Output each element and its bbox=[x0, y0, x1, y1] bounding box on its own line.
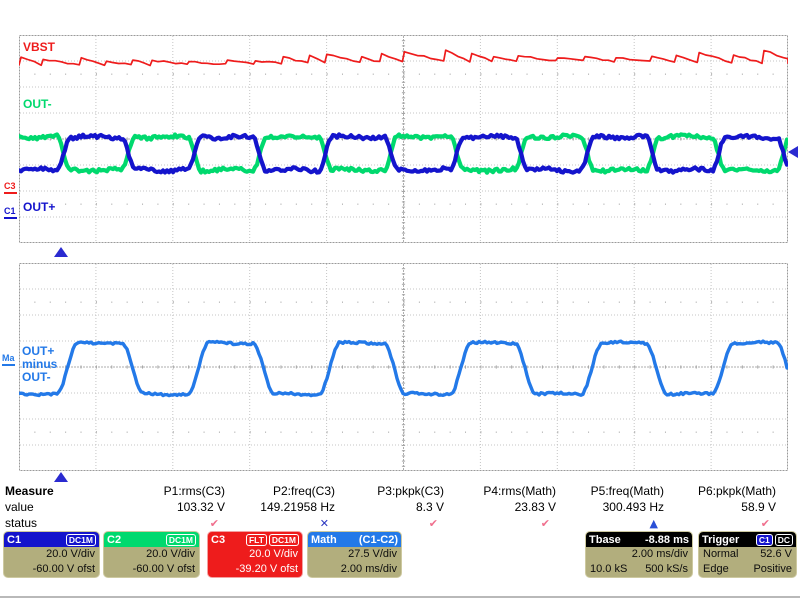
measure-p6-value: 58.9 V bbox=[741, 500, 776, 514]
c2-offset-value: -60.00 V ofst bbox=[132, 563, 195, 575]
c3-vdiv-value: 20.0 V/div bbox=[249, 548, 298, 560]
timebase-name: Tbase bbox=[589, 533, 621, 546]
trigger-time-marker-bottom[interactable] bbox=[54, 472, 68, 482]
timebase-box[interactable]: Tbase -8.88 ms 2.00 ms/div 10.0 kS 500 k… bbox=[585, 531, 693, 578]
status-check-icon: ✔ bbox=[540, 517, 550, 530]
trigger-coupling-badge: DC bbox=[774, 533, 793, 546]
c2-vdiv-value: 20.0 V/div bbox=[146, 548, 195, 560]
trigger-name: Trigger bbox=[702, 533, 740, 546]
status-check-icon: ✔ bbox=[428, 517, 438, 530]
measure-p4-value: 23.83 V bbox=[514, 500, 556, 514]
trace-label-math-line1: OUT+ bbox=[22, 344, 55, 358]
measure-p3-value: 8.3 V bbox=[415, 500, 444, 514]
status-check-icon: ✔ bbox=[760, 517, 770, 530]
trace-out-plus bbox=[19, 132, 788, 175]
timebase-tdiv-value: 2.00 ms/div bbox=[631, 548, 688, 560]
measure-title: Measure bbox=[5, 484, 54, 498]
c3-zero-marker[interactable]: C3 bbox=[4, 182, 17, 194]
trigger-slope: Positive bbox=[753, 563, 792, 575]
trace-label-out-plus: OUT+ bbox=[23, 200, 56, 214]
channel-c3-name: C3 bbox=[211, 533, 226, 546]
trigger-time-marker-top[interactable] bbox=[54, 247, 68, 257]
c1-coupling-badge: DC1M bbox=[65, 533, 96, 546]
trace-label-math: OUT+ minus OUT- bbox=[22, 345, 57, 384]
measure-status-rowhead: status bbox=[5, 516, 38, 530]
trigger-box[interactable]: Trigger C1 DC Normal 52.6 V Edge Positiv… bbox=[698, 531, 797, 578]
trace-vbst bbox=[19, 49, 788, 67]
measure-p3-label[interactable]: P3:pkpk(C3) bbox=[377, 484, 444, 498]
waveform-grid-top bbox=[19, 35, 788, 243]
c1-zero-marker[interactable]: C1 bbox=[4, 207, 17, 219]
math-vdiv-value: 27.5 V/div bbox=[348, 548, 397, 560]
measure-status-row: status ✔ ✕ ✔ ✔ ▲ ✔ bbox=[0, 515, 800, 531]
status-check-icon: ✔ bbox=[209, 517, 219, 530]
timebase-delay: -8.88 ms bbox=[644, 533, 689, 546]
channel-c1-name: C1 bbox=[7, 533, 22, 546]
timebase-samples: 10.0 kS bbox=[590, 563, 628, 575]
measure-p6-label[interactable]: P6:pkpk(Math) bbox=[697, 484, 776, 498]
trigger-mode: Normal bbox=[703, 548, 739, 560]
measure-p2-label[interactable]: P2:freq(C3) bbox=[272, 484, 335, 498]
c1-offset-value: -60.00 V ofst bbox=[32, 563, 95, 575]
measure-table: Measure P1:rms(C3) P2:freq(C3) P3:pkpk(C… bbox=[0, 483, 800, 531]
trigger-source-badge: C1 bbox=[755, 533, 773, 546]
bottom-divider bbox=[0, 596, 800, 598]
trigger-type: Edge bbox=[703, 563, 729, 575]
channel-c1-header: C1 DC1M bbox=[4, 532, 99, 547]
measure-value-row: value 103.32 V 149.21958 Hz 8.3 V 23.83 … bbox=[0, 499, 800, 515]
channel-box-c1[interactable]: C1 DC1M 20.0 V/div -60.00 V ofst bbox=[3, 531, 100, 578]
c3-filter-badge: FLT bbox=[245, 533, 267, 546]
trace-label-math-line2: minus bbox=[22, 357, 58, 371]
trace-label-out-minus: OUT- bbox=[23, 97, 52, 111]
measure-p1-label[interactable]: P1:rms(C3) bbox=[163, 484, 225, 498]
measure-p2-value: 149.21958 Hz bbox=[260, 500, 335, 514]
channel-c2-header: C2 DC1M bbox=[104, 532, 199, 547]
trace-label-math-line3: OUT- bbox=[22, 370, 51, 384]
measure-p4-label[interactable]: P4:rms(Math) bbox=[483, 484, 556, 498]
measure-p5-label[interactable]: P5:freq(Math) bbox=[590, 484, 664, 498]
trigger-level: 52.6 V bbox=[760, 548, 792, 560]
c1-vdiv-value: 20.0 V/div bbox=[46, 548, 95, 560]
math-zero-marker[interactable]: Ma bbox=[2, 354, 15, 366]
channel-c3-header: C3 FLT DC1M bbox=[208, 532, 302, 547]
math-name: Math bbox=[311, 533, 337, 546]
trace-label-vbst: VBST bbox=[23, 40, 56, 54]
math-source: (C1-C2) bbox=[358, 533, 398, 546]
measure-p5-value: 300.493 Hz bbox=[602, 500, 664, 514]
timebase-header: Tbase -8.88 ms bbox=[586, 532, 692, 547]
trace-math bbox=[19, 339, 788, 398]
status-cross-icon: ✕ bbox=[319, 517, 329, 530]
math-tdiv-value: 2.00 ms/div bbox=[340, 563, 397, 575]
trigger-level-marker[interactable] bbox=[788, 146, 798, 158]
timebase-rate: 500 kS/s bbox=[645, 563, 688, 575]
status-warning-icon: ▲ bbox=[649, 517, 658, 530]
trigger-header: Trigger C1 DC bbox=[699, 532, 796, 547]
trace-out-minus bbox=[19, 132, 788, 175]
c2-coupling-badge: DC1M bbox=[165, 533, 196, 546]
channel-box-c2[interactable]: C2 DC1M 20.0 V/div -60.00 V ofst bbox=[103, 531, 200, 578]
channel-c2-name: C2 bbox=[107, 533, 122, 546]
c3-coupling-badge: DC1M bbox=[268, 533, 299, 546]
c3-offset-value: -39.20 V ofst bbox=[235, 563, 298, 575]
math-header: Math (C1-C2) bbox=[308, 532, 401, 547]
measure-header-row: Measure P1:rms(C3) P2:freq(C3) P3:pkpk(C… bbox=[0, 483, 800, 499]
channel-box-math[interactable]: Math (C1-C2) 27.5 V/div 2.00 ms/div bbox=[307, 531, 402, 578]
measure-p1-value: 103.32 V bbox=[176, 500, 225, 514]
measure-value-rowhead: value bbox=[5, 500, 34, 514]
channel-box-c3[interactable]: C3 FLT DC1M 20.0 V/div -39.20 V ofst bbox=[207, 531, 303, 578]
waveform-grid-bottom bbox=[19, 263, 788, 471]
